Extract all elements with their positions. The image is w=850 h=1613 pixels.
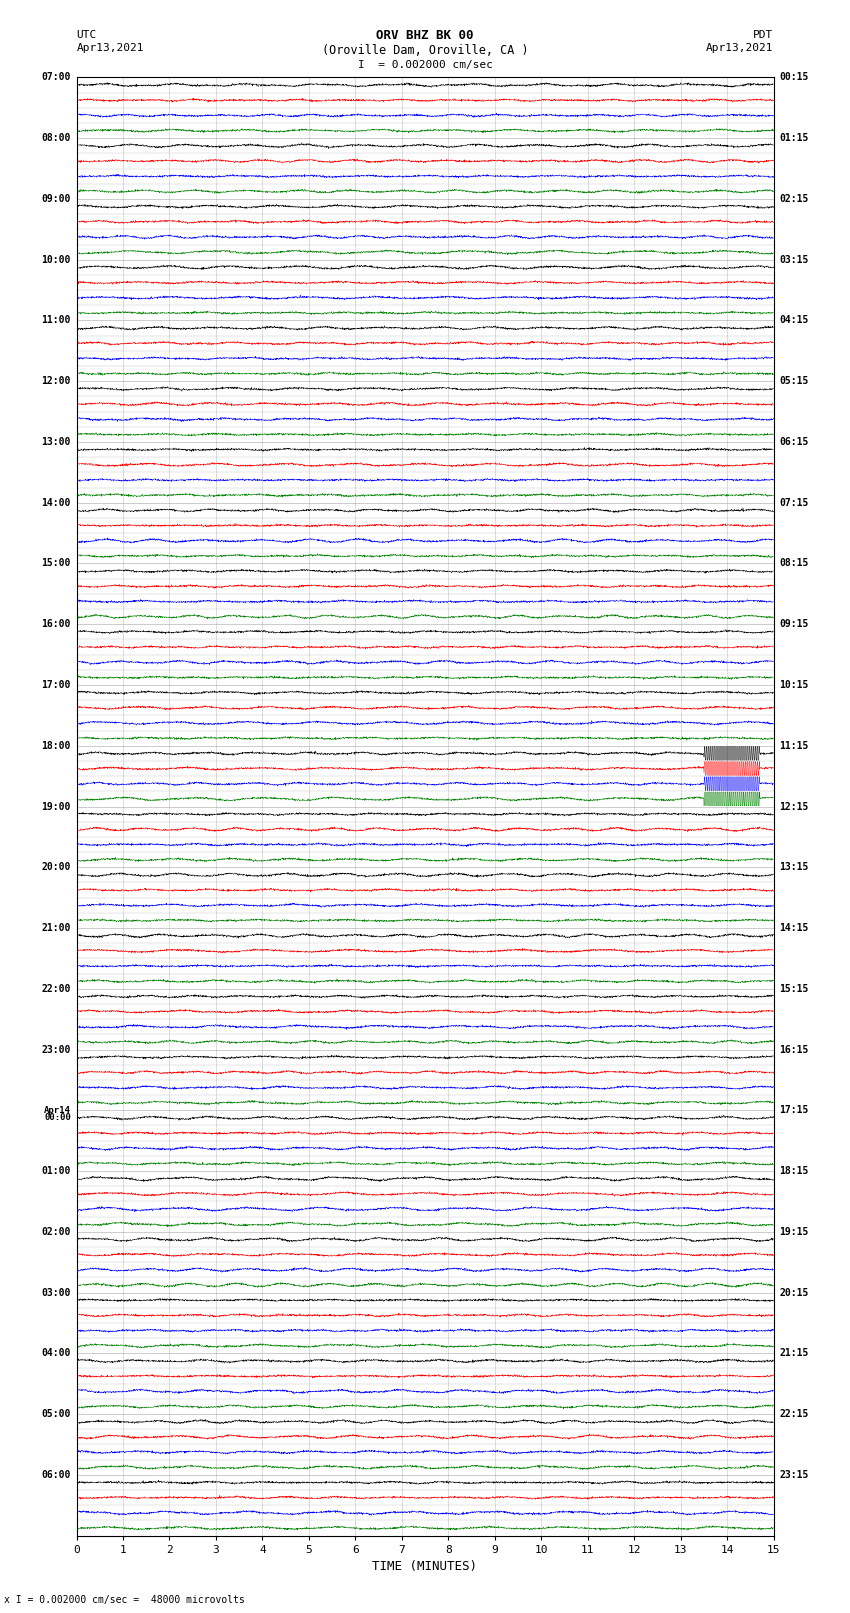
X-axis label: TIME (MINUTES): TIME (MINUTES) xyxy=(372,1560,478,1573)
Text: 15:00: 15:00 xyxy=(42,558,71,568)
Text: 19:00: 19:00 xyxy=(42,802,71,811)
Text: 02:00: 02:00 xyxy=(42,1227,71,1237)
Text: 06:00: 06:00 xyxy=(42,1469,71,1479)
Text: 12:15: 12:15 xyxy=(779,802,808,811)
Text: 09:00: 09:00 xyxy=(42,194,71,203)
Text: 01:15: 01:15 xyxy=(779,134,808,144)
Text: 05:15: 05:15 xyxy=(779,376,808,386)
Text: Apr13,2021: Apr13,2021 xyxy=(76,44,144,53)
Text: 14:00: 14:00 xyxy=(42,498,71,508)
Text: 03:00: 03:00 xyxy=(42,1287,71,1297)
Text: 10:00: 10:00 xyxy=(42,255,71,265)
Text: 15:15: 15:15 xyxy=(779,984,808,994)
Text: 02:15: 02:15 xyxy=(779,194,808,203)
Text: 07:15: 07:15 xyxy=(779,498,808,508)
Text: x I = 0.002000 cm/sec =  48000 microvolts: x I = 0.002000 cm/sec = 48000 microvolts xyxy=(4,1595,245,1605)
Text: Apr14: Apr14 xyxy=(44,1107,71,1115)
Text: 05:00: 05:00 xyxy=(42,1410,71,1419)
Text: 00:00: 00:00 xyxy=(44,1113,71,1123)
Text: 11:15: 11:15 xyxy=(779,740,808,750)
Text: 17:15: 17:15 xyxy=(779,1105,808,1115)
Text: UTC: UTC xyxy=(76,31,97,40)
Text: 10:15: 10:15 xyxy=(779,681,808,690)
Text: 09:15: 09:15 xyxy=(779,619,808,629)
Text: 00:15: 00:15 xyxy=(779,73,808,82)
Text: 06:15: 06:15 xyxy=(779,437,808,447)
Text: 04:00: 04:00 xyxy=(42,1348,71,1358)
Text: 04:15: 04:15 xyxy=(779,316,808,326)
Text: 19:15: 19:15 xyxy=(779,1227,808,1237)
Text: 17:00: 17:00 xyxy=(42,681,71,690)
Text: (Oroville Dam, Oroville, CA ): (Oroville Dam, Oroville, CA ) xyxy=(321,44,529,56)
Text: 07:00: 07:00 xyxy=(42,73,71,82)
Text: 18:00: 18:00 xyxy=(42,740,71,750)
Text: 21:15: 21:15 xyxy=(779,1348,808,1358)
Text: 11:00: 11:00 xyxy=(42,316,71,326)
Text: 18:15: 18:15 xyxy=(779,1166,808,1176)
Text: 16:00: 16:00 xyxy=(42,619,71,629)
Text: 08:15: 08:15 xyxy=(779,558,808,568)
Text: 20:00: 20:00 xyxy=(42,863,71,873)
Text: 22:00: 22:00 xyxy=(42,984,71,994)
Text: 12:00: 12:00 xyxy=(42,376,71,386)
Text: ORV BHZ BK 00: ORV BHZ BK 00 xyxy=(377,29,473,42)
Text: Apr13,2021: Apr13,2021 xyxy=(706,44,774,53)
Text: I  = 0.002000 cm/sec: I = 0.002000 cm/sec xyxy=(358,60,492,69)
Text: 13:15: 13:15 xyxy=(779,863,808,873)
Text: 13:00: 13:00 xyxy=(42,437,71,447)
Text: 03:15: 03:15 xyxy=(779,255,808,265)
Text: 21:00: 21:00 xyxy=(42,923,71,932)
Text: 22:15: 22:15 xyxy=(779,1410,808,1419)
Text: 08:00: 08:00 xyxy=(42,134,71,144)
Text: 14:15: 14:15 xyxy=(779,923,808,932)
Text: 16:15: 16:15 xyxy=(779,1045,808,1055)
Text: 20:15: 20:15 xyxy=(779,1287,808,1297)
Text: 01:00: 01:00 xyxy=(42,1166,71,1176)
Text: 23:15: 23:15 xyxy=(779,1469,808,1479)
Text: 23:00: 23:00 xyxy=(42,1045,71,1055)
Text: PDT: PDT xyxy=(753,31,774,40)
